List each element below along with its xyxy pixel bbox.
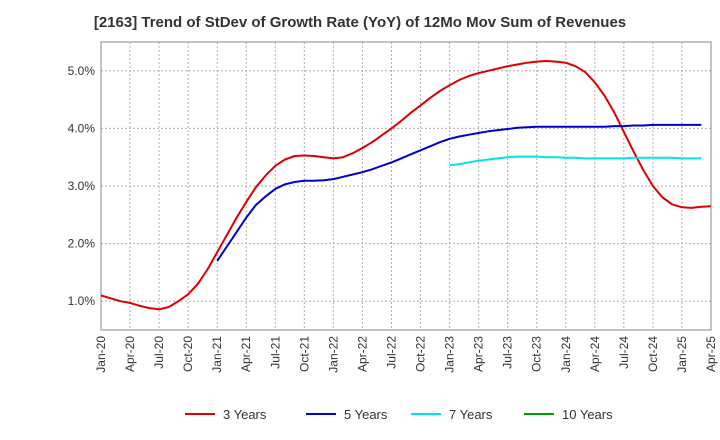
x-tick-label: Oct-23 (530, 336, 544, 372)
legend-label-10-years: 10 Years (562, 407, 613, 422)
y-tick-label: 1.0% (68, 294, 96, 308)
legend-label-5-years: 5 Years (344, 407, 388, 422)
y-tick-label: 4.0% (68, 121, 96, 135)
x-tick-label: Jan-24 (559, 336, 573, 373)
x-tick-labels: Jan-20 Apr-20 Jul-20 Oct-20 Jan-21 Apr-21 Jul-… (94, 336, 718, 373)
x-tick-label: Apr-23 (472, 336, 486, 372)
x-tick-label: Apr-22 (355, 336, 369, 372)
x-tick-label: Oct-21 (297, 336, 311, 372)
series-line-3-years (100, 60, 712, 311)
x-tick-label: Jan-23 (443, 336, 457, 373)
series-line-7-years (449, 155, 702, 167)
y-tick-label: 5.0% (68, 64, 96, 78)
plot-area-border (100, 41, 712, 331)
x-tick-label: Jan-22 (326, 336, 340, 373)
legend: 3 Years 5 Years 7 Years 10 Years (185, 407, 613, 422)
chart-title: [2163] Trend of StDev of Growth Rate (Yo… (93, 14, 627, 31)
series-line-5-years (216, 123, 702, 262)
x-tick-label: Jul-20 (152, 336, 166, 369)
x-tick-label: Jul-24 (617, 336, 631, 369)
x-tick-label: Oct-24 (646, 336, 660, 372)
y-tick-label: 3.0% (68, 179, 96, 193)
x-tick-label: Apr-24 (588, 336, 602, 372)
x-tick-label: Apr-21 (239, 336, 253, 372)
x-tick-label: Jul-23 (501, 336, 515, 369)
y-tick-label: 2.0% (68, 237, 96, 251)
legend-label-3-years: 3 Years (223, 407, 267, 422)
x-tick-label: Jan-21 (210, 336, 224, 373)
legend-label-7-years: 7 Years (449, 407, 493, 422)
x-tick-label: Oct-22 (414, 336, 428, 372)
x-tick-label: Jan-20 (94, 336, 108, 373)
series-lines (100, 60, 712, 311)
grid-lines (100, 42, 712, 330)
x-tick-label: Oct-20 (181, 336, 195, 372)
x-tick-label: Apr-20 (123, 336, 137, 372)
x-tick-label: Jul-21 (268, 336, 282, 369)
y-tick-labels: 1.0% 2.0% 3.0% 4.0% 5.0% (68, 64, 96, 308)
x-tick-label: Jan-25 (675, 336, 689, 373)
x-tick-label: Jul-22 (384, 336, 398, 369)
x-tick-label: Apr-25 (704, 336, 718, 372)
